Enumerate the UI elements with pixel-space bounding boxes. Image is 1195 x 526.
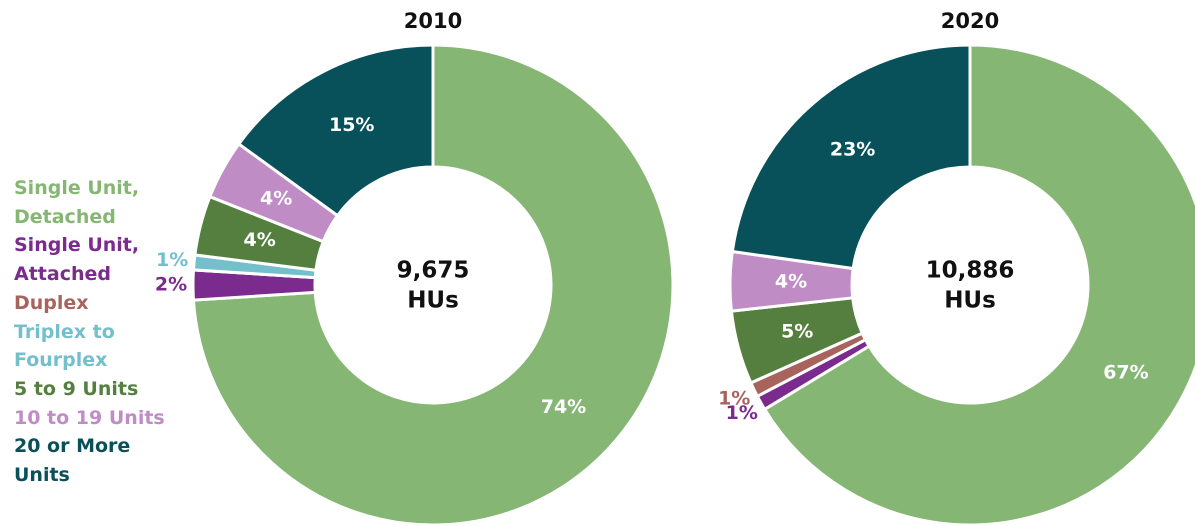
donut-slice: [191, 43, 675, 526]
data-label: 4%: [775, 271, 807, 293]
center-text: HUs: [944, 288, 996, 314]
chart-title: 2010: [404, 9, 462, 33]
legend-entry: Single Unit, Attached: [14, 234, 140, 286]
legend-entry: 20 or More Units: [14, 435, 131, 487]
data-label: 1%: [156, 249, 188, 271]
center-text: HUs: [407, 288, 459, 314]
donut-slice: [762, 43, 1195, 526]
legend-entry: Duplex: [14, 291, 89, 314]
donut-slice: [236, 43, 435, 218]
data-label: 74%: [541, 396, 586, 418]
data-label: 5%: [781, 320, 813, 342]
center-text: 9,675: [397, 258, 470, 284]
data-label: 1%: [726, 402, 758, 424]
legend-entry: Single Unit, Detached: [14, 177, 140, 228]
data-label: 15%: [329, 114, 374, 136]
donut-slice: [730, 43, 972, 271]
legend-entry: 5 to 9 Units: [14, 377, 139, 400]
data-label: 2%: [155, 274, 187, 296]
data-label: 4%: [260, 187, 292, 209]
legend: Single Unit, Detached Single Unit, Attach…: [14, 174, 174, 490]
data-label: 1%: [718, 388, 750, 410]
chart-title: 2020: [941, 9, 999, 33]
data-label: 4%: [243, 229, 275, 251]
center-text: 10,886: [926, 258, 1015, 284]
data-label: 67%: [1103, 361, 1148, 383]
legend-entry: Triplex to Fourplex: [14, 320, 115, 372]
legend-entry: 10 to 19 Units: [14, 406, 165, 429]
data-label: 23%: [830, 138, 875, 160]
